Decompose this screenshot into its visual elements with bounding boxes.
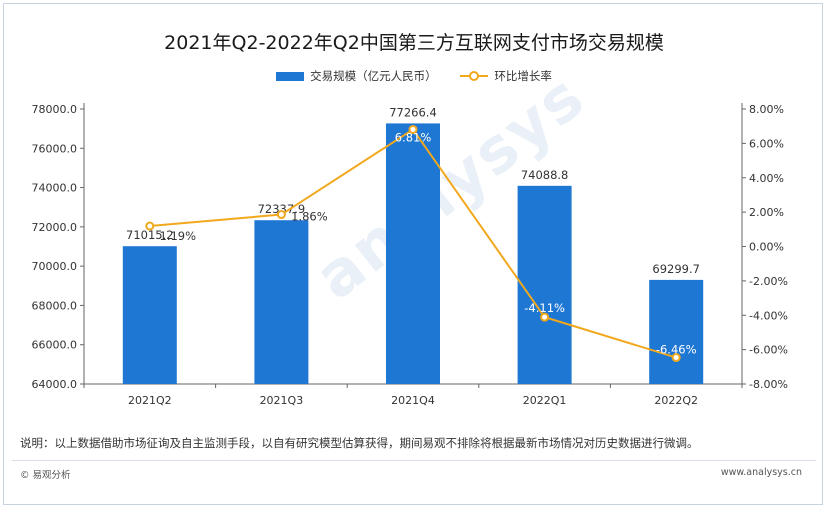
left-tick-label: 70000.0: [32, 260, 78, 273]
growth-point: [540, 312, 550, 322]
x-tick-label: 2021Q3: [260, 394, 304, 407]
bar: [649, 279, 704, 384]
legend-bar-swatch: [276, 71, 305, 81]
x-tick-label: 2022Q1: [523, 394, 567, 407]
growth-value-label: 6.81%: [395, 130, 432, 144]
right-tick-label: -2.00%: [749, 275, 788, 288]
chart-frame: [3, 3, 823, 505]
x-tick-label: 2021Q2: [128, 394, 172, 407]
bar-value-label: 74088.8: [521, 168, 569, 182]
chart-title: 2021年Q2-2022年Q2中国第三方互联网支付市场交易规模: [164, 32, 664, 54]
left-tick-label: 78000.0: [32, 103, 78, 116]
footnote: 说明：以上数据借助市场征询及自主监测手段，以自有研究模型估算获得，期间易观不排除…: [20, 436, 699, 450]
bar: [386, 123, 440, 384]
left-tick-label: 64000.0: [32, 378, 78, 391]
footer-divider: [12, 460, 816, 461]
growth-point: [408, 124, 418, 134]
growth-point: [276, 210, 286, 220]
bar: [517, 185, 572, 384]
legend: 交易规模（亿元人民币） 环比增长率: [0, 68, 828, 84]
bar-value-label: 77266.4: [389, 105, 437, 119]
legend-line-swatch: [460, 71, 489, 81]
bar: [122, 246, 177, 384]
x-tick-label: 2021Q4: [391, 394, 435, 407]
growth-point: [671, 353, 681, 363]
growth-value-label: 1.86%: [291, 210, 328, 224]
bar: [254, 220, 309, 384]
site-url: www.analysys.cn: [720, 467, 802, 478]
brand-logo-text: © 易观分析: [20, 470, 71, 481]
left-tick-label: 74000.0: [32, 182, 78, 195]
right-tick-label: 8.00%: [749, 103, 784, 116]
growth-point: [145, 221, 155, 231]
growth-value-label: -4.11%: [524, 301, 565, 315]
right-tick-label: 2.00%: [749, 206, 784, 219]
left-tick-label: 66000.0: [32, 339, 78, 352]
bar-value-label: 71015.2: [126, 228, 174, 242]
combo-chart: 64000.0 66000.0 68000.0 70000.0 72000.0 74000…: [32, 103, 788, 407]
right-tick-label: -4.00%: [749, 309, 788, 322]
right-tick-label: 0.00%: [749, 241, 784, 254]
right-tick-label: -6.00%: [749, 344, 788, 357]
x-tick-label: 2022Q2: [654, 394, 698, 407]
growth-value-label: -6.46%: [656, 343, 697, 357]
legend-label-volume: 交易规模（亿元人民币）: [310, 69, 437, 83]
left-tick-label: 76000.0: [32, 142, 78, 155]
right-tick-label: 6.00%: [749, 137, 784, 150]
legend-label-growth: 环比增长率: [494, 69, 552, 83]
bar-value-label: 69299.7: [652, 262, 700, 276]
right-tick-label: 4.00%: [749, 172, 784, 185]
right-tick-label: -8.00%: [749, 378, 788, 391]
legend-item-volume: 交易规模（亿元人民币）: [276, 68, 437, 84]
left-tick-label: 68000.0: [32, 299, 78, 312]
legend-item-growth: 环比增长率: [460, 68, 552, 84]
growth-value-label: 1.19%: [160, 229, 197, 243]
left-tick-label: 72000.0: [32, 221, 78, 234]
